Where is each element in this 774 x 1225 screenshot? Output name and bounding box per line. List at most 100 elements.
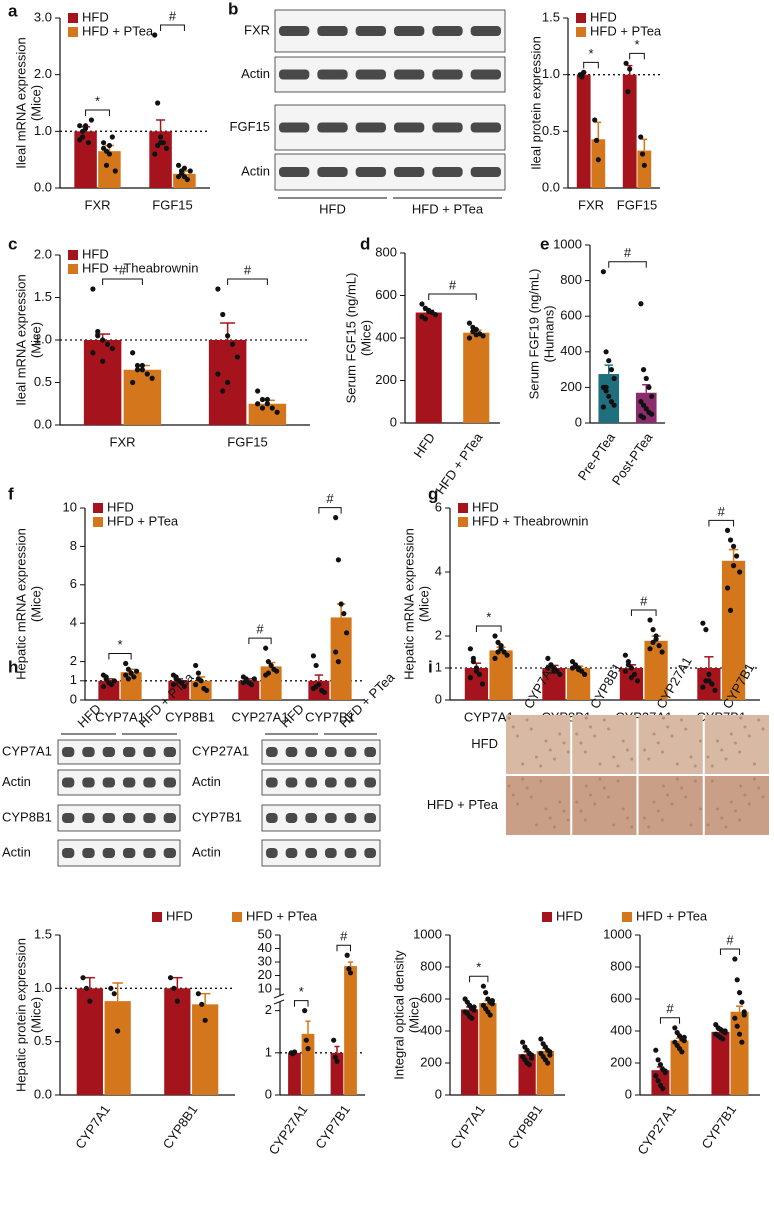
legend-label: HFD + PTea (590, 23, 662, 38)
blot-strip (261, 839, 381, 867)
data-point (581, 69, 587, 75)
data-point (734, 1023, 740, 1029)
data-point (115, 1028, 121, 1034)
tissue-texture (738, 818, 742, 822)
tissue-texture (724, 825, 728, 829)
y-tick-label: 1 (435, 659, 442, 674)
data-point (343, 630, 350, 636)
y-axis-label: Serum FGF15 (ng/mL) (343, 273, 358, 404)
data-point (130, 379, 136, 386)
data-point (181, 165, 188, 171)
data-point (603, 349, 609, 355)
y-tick-label: 10 (63, 499, 77, 514)
bar (330, 617, 352, 700)
data-point (157, 134, 164, 140)
tissue-texture (630, 825, 634, 829)
data-point (603, 384, 609, 390)
data-point (259, 405, 266, 411)
legend-label: HFD + PTea (82, 23, 154, 38)
bar (301, 1033, 315, 1095)
tissue-texture (757, 786, 761, 790)
data-point (100, 358, 106, 364)
histology-image (638, 715, 703, 774)
tissue-texture (670, 734, 674, 738)
blot-band (279, 122, 310, 133)
blot-strip (57, 739, 181, 765)
blot-band (394, 26, 425, 36)
data-point (193, 662, 199, 669)
data-point (178, 171, 185, 177)
data-point (321, 689, 327, 695)
tissue-texture (720, 816, 724, 820)
data-point (125, 676, 131, 682)
panel-letter: h (8, 657, 18, 676)
data-point (603, 388, 609, 394)
data-point (109, 682, 115, 688)
tissue-texture (647, 825, 651, 829)
legend-label: HFD (472, 499, 499, 514)
data-point (611, 402, 617, 408)
data-point (125, 666, 131, 672)
blot-band (394, 69, 425, 80)
y-tick-label: 2 (70, 653, 77, 668)
data-point (80, 128, 86, 134)
blot-band (123, 813, 136, 823)
tissue-texture (539, 764, 543, 768)
tissue-texture (539, 779, 543, 783)
blot-band (82, 777, 95, 788)
blot-strip (274, 56, 506, 93)
data-point (265, 670, 271, 676)
data-point (347, 970, 354, 976)
tissue-texture (680, 786, 683, 790)
x-tick-label: CYP7A1 (95, 709, 145, 724)
tissue-texture (553, 757, 556, 761)
significance-bracket (108, 653, 132, 660)
tissue-texture (757, 718, 761, 722)
data-point (80, 975, 86, 981)
data-point (600, 269, 606, 275)
tissue-texture (558, 800, 562, 804)
tissue-texture (647, 757, 651, 761)
data-point (134, 362, 141, 369)
y-tick-label: 1 (70, 672, 77, 687)
tissue-texture (598, 762, 602, 766)
data-point (520, 1039, 526, 1045)
legend-swatch (68, 27, 78, 37)
data-point (103, 674, 109, 680)
x-tick-label: FGF15 (152, 197, 192, 212)
bar (98, 151, 121, 188)
data-point (649, 393, 655, 399)
x-tick-label: CYP27A1 (231, 709, 288, 724)
blot-band (470, 122, 501, 133)
tissue-texture (529, 727, 533, 731)
bar (721, 560, 746, 700)
data-point (548, 662, 554, 668)
blot-band (355, 26, 386, 36)
data-point (483, 990, 489, 996)
blot-band (355, 122, 386, 133)
y-tick-label: 2 (265, 1002, 272, 1017)
blot-band (279, 167, 310, 177)
tissue-texture (626, 748, 629, 752)
y-tick-label: 20 (258, 967, 272, 982)
blot-band (62, 777, 75, 788)
blot-row-label: CYP7B1 (192, 809, 242, 824)
x-tick-label: FGF15 (617, 197, 657, 212)
x-tick-label: CYP27A1 (634, 1102, 679, 1157)
data-point (249, 682, 255, 688)
data-point (736, 990, 743, 996)
x-tick-label: CYP8B1 (160, 1102, 201, 1151)
legend-label: HFD (556, 908, 583, 923)
y-tick-label: 0 (625, 1086, 632, 1101)
tissue-texture (734, 809, 737, 813)
data-point (724, 527, 731, 534)
blot-row-label: Actin (2, 774, 31, 789)
tissue-texture (734, 741, 737, 745)
data-point (170, 682, 177, 688)
blot-band (266, 777, 278, 788)
significance-label: # (449, 277, 457, 292)
blot-band (305, 813, 317, 823)
data-point (313, 662, 319, 669)
data-point (90, 350, 96, 356)
y-tick-label: 40 (258, 940, 272, 955)
